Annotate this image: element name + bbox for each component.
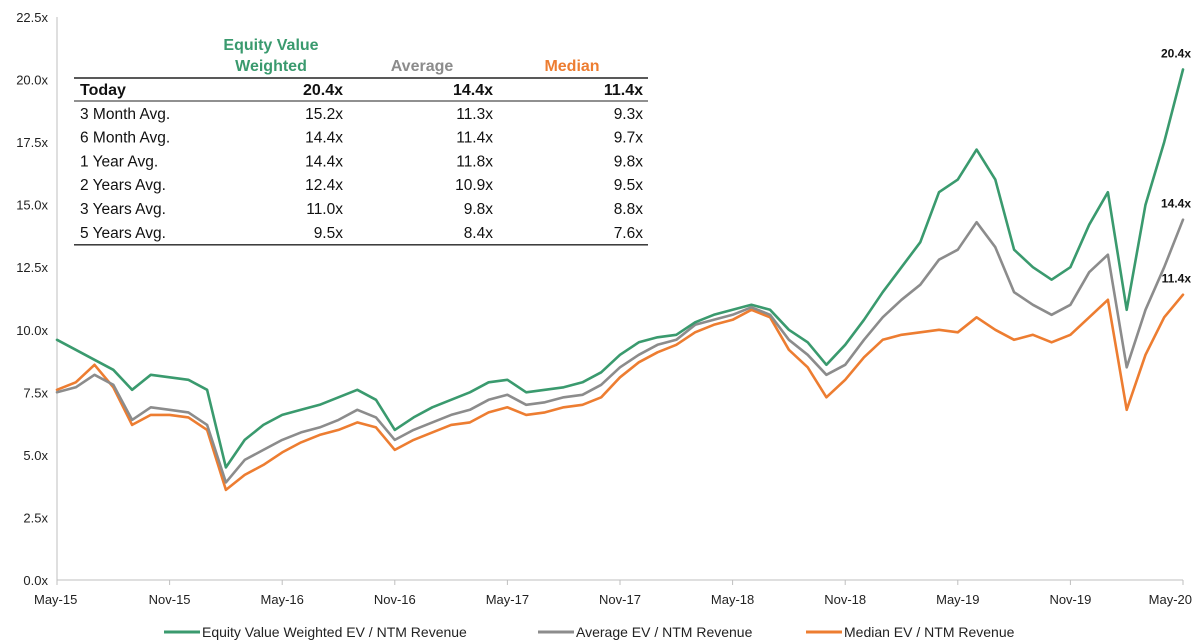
y-tick-label: 5.0x xyxy=(23,448,48,463)
table-cell-weighted: 14.4x xyxy=(305,153,343,170)
y-tick-label: 20.0x xyxy=(16,73,48,88)
table-cell-average: 8.4x xyxy=(464,225,494,242)
x-axis: May-15 Nov-15 May-16 Nov-16 May-17 Nov-17 May-… xyxy=(34,579,1192,607)
y-tick-label: 22.5x xyxy=(16,10,48,25)
series-lines xyxy=(55,68,1185,492)
table-header-average: Average xyxy=(391,58,454,75)
table-cell-median: 8.8x xyxy=(614,201,644,218)
y-tick-label: 10.0x xyxy=(16,323,48,338)
summary-table: Equity Value Weighted Average Median Today 20… xyxy=(74,37,648,246)
table-row-label: 6 Month Avg. xyxy=(80,130,170,147)
y-tick-label: 12.5x xyxy=(16,260,48,275)
y-tick-label: 0.0x xyxy=(23,573,48,588)
y-tick-label: 2.5x xyxy=(23,510,48,525)
x-tick-label: May-19 xyxy=(936,592,979,607)
legend-label: Equity Value Weighted EV / NTM Revenue xyxy=(202,624,467,640)
x-tick-label: May-17 xyxy=(486,592,529,607)
table-cell-average: 11.4x xyxy=(456,130,493,147)
x-tick-label: Nov-17 xyxy=(599,592,641,607)
x-tick-label: May-20 xyxy=(1149,592,1192,607)
x-tick-label: May-15 xyxy=(34,592,77,607)
end-labels: 20.4x 14.4x 11.4x xyxy=(1161,47,1191,286)
table-cell-average: 11.8x xyxy=(456,153,493,170)
table-cell-average: 11.3x xyxy=(456,106,493,123)
x-tick-label: Nov-19 xyxy=(1049,592,1091,607)
y-tick-label: 15.0x xyxy=(16,198,48,213)
table-cell-weighted: 20.4x xyxy=(303,82,343,99)
table-row-label: 5 Years Avg. xyxy=(80,225,166,242)
table-cell-weighted: 9.5x xyxy=(314,225,344,242)
table-row-label: 3 Years Avg. xyxy=(80,201,166,218)
series-line xyxy=(55,68,1185,469)
table-cell-median: 9.7x xyxy=(614,130,644,147)
table-cell-average: 10.9x xyxy=(455,177,493,194)
series-end-label: 11.4x xyxy=(1162,272,1192,286)
y-axis: 0.0x 2.5x 5.0x 7.5x 10.0x 12.5x 15.0x 17.5x 20.0… xyxy=(16,10,58,588)
table-row-label: 3 Month Avg. xyxy=(80,106,170,123)
table-cell-weighted: 12.4x xyxy=(305,177,343,194)
series-end-label: 20.4x xyxy=(1161,47,1191,61)
table-cell-weighted: 15.2x xyxy=(305,106,343,123)
table-cell-average: 9.8x xyxy=(464,201,494,218)
table-header-median: Median xyxy=(544,58,599,75)
legend-label: Average EV / NTM Revenue xyxy=(576,624,753,640)
legend-label: Median EV / NTM Revenue xyxy=(844,624,1015,640)
table-cell-median: 11.4x xyxy=(604,82,643,99)
series-line xyxy=(55,218,1185,484)
table-cell-average: 14.4x xyxy=(453,82,493,99)
table-cell-median: 9.8x xyxy=(614,153,644,170)
legend: Equity Value Weighted EV / NTM Revenue Av… xyxy=(164,624,1015,640)
series-line xyxy=(55,293,1185,492)
table-cell-median: 9.5x xyxy=(614,177,644,194)
table-cell-weighted: 11.0x xyxy=(306,201,343,218)
x-tick-label: May-18 xyxy=(711,592,754,607)
x-tick-label: Nov-15 xyxy=(149,592,191,607)
y-tick-label: 17.5x xyxy=(16,135,48,150)
table-cell-median: 7.6x xyxy=(614,225,644,242)
table-header-weighted: Equity Value xyxy=(223,37,318,54)
table-header-weighted: Weighted xyxy=(235,58,307,75)
y-tick-label: 7.5x xyxy=(23,385,48,400)
x-tick-label: Nov-16 xyxy=(374,592,416,607)
table-row-label: 1 Year Avg. xyxy=(80,153,158,170)
table-cell-median: 9.3x xyxy=(614,106,644,123)
x-tick-label: May-16 xyxy=(261,592,304,607)
table-row-label: Today xyxy=(80,82,126,99)
table-cell-weighted: 14.4x xyxy=(305,130,343,147)
series-end-label: 14.4x xyxy=(1161,197,1191,211)
table-row-label: 2 Years Avg. xyxy=(80,177,166,194)
x-tick-label: Nov-18 xyxy=(824,592,866,607)
